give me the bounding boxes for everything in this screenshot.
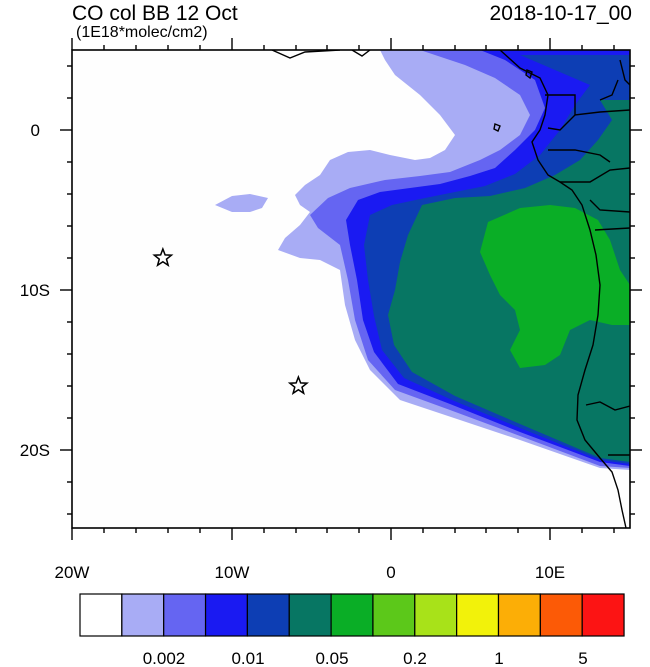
valid-time: 2018-10-17_00 [489, 2, 632, 25]
star-marker-icon [152, 246, 174, 268]
colorbar-swatch [539, 593, 583, 637]
lat-tick-label: 20S [20, 441, 50, 460]
colorbar-label: 0.2 [403, 649, 427, 667]
plume-level-6 [480, 205, 630, 368]
colorbar-swatch [414, 593, 458, 637]
colorbar-swatch [163, 593, 207, 637]
colorbar-swatch [121, 593, 165, 637]
lat-tick-label: 0 [31, 121, 40, 140]
lat-tick-label: 10S [20, 281, 50, 300]
colorbar-swatch [288, 593, 332, 637]
colorbar-swatch [456, 593, 500, 637]
colorbar-swatch [204, 593, 249, 637]
island [525, 69, 533, 80]
colorbar-swatch [246, 593, 290, 637]
colorbar [79, 593, 625, 637]
lon-tick-label: 10E [535, 563, 565, 582]
map-panel [72, 50, 630, 528]
plume-level-1-patch [215, 194, 268, 212]
coastlines [271, 50, 630, 528]
colorbar-label: 0.01 [231, 649, 264, 667]
colorbar-label: 5 [578, 649, 587, 667]
africa-coastline [271, 50, 627, 528]
colorbar-label: 0.002 [143, 649, 186, 667]
units-label: (1E18*molec/cm2) [76, 24, 208, 41]
lon-tick-label: 20W [55, 563, 90, 582]
map-frame [71, 49, 631, 529]
map-title: CO col BB 12 Oct [72, 2, 238, 25]
colorbar-swatch [79, 593, 123, 637]
colorbar-label: 1 [494, 649, 503, 667]
colorbar-swatch [330, 593, 374, 637]
colorbar-label: 0.05 [315, 649, 348, 667]
star-marker-icon [287, 374, 309, 396]
map-ticks [60, 38, 642, 540]
colorbar-swatch [372, 593, 416, 637]
island-2 [493, 123, 501, 132]
colorbar-swatch [581, 593, 625, 637]
country-borders [545, 59, 630, 456]
colorbar-swatch [497, 593, 541, 637]
lon-tick-label: 0 [386, 563, 395, 582]
station-markers [152, 246, 309, 396]
lon-tick-label: 10W [215, 563, 250, 582]
